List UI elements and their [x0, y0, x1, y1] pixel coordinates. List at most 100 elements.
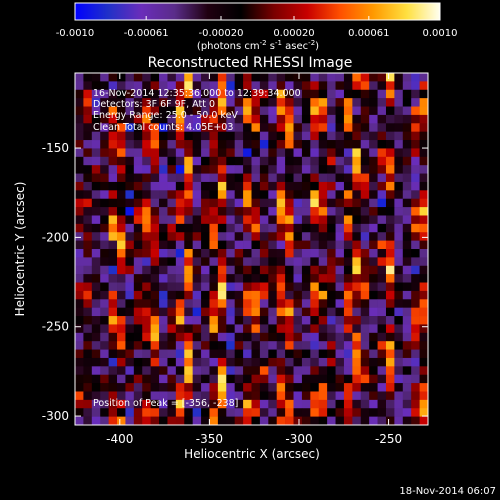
heatmap-cell — [411, 190, 420, 200]
heatmap-cell — [175, 341, 185, 350]
heatmap-cell — [226, 274, 235, 283]
heatmap-cell — [91, 324, 101, 334]
heatmap-cell — [108, 223, 118, 233]
heatmap-cell — [352, 282, 362, 292]
heatmap-cell — [75, 408, 84, 417]
colorbar-tick-label: 0.00061 — [348, 28, 389, 39]
heatmap-cell — [293, 257, 303, 267]
heatmap-cell — [310, 416, 320, 426]
heatmap-cell — [268, 374, 278, 384]
heatmap-cell — [377, 173, 387, 183]
heatmap-cell — [343, 140, 353, 149]
heatmap-cell — [385, 324, 395, 334]
heatmap-cell — [360, 366, 370, 376]
heatmap-cell — [83, 123, 93, 132]
heatmap-cell — [335, 408, 345, 417]
heatmap-cell — [117, 274, 126, 283]
heatmap-cell — [217, 215, 227, 225]
heatmap-cell — [100, 408, 109, 417]
heatmap-cell — [159, 148, 168, 158]
heatmap-cell — [83, 383, 93, 392]
heatmap-cell — [419, 341, 429, 350]
heatmap-cell — [301, 249, 311, 258]
heatmap-cell — [285, 307, 294, 317]
heatmap-cell — [285, 408, 294, 417]
heatmap-cell — [276, 290, 286, 300]
heatmap-cell — [209, 240, 219, 250]
heatmap-cell — [192, 81, 202, 91]
heatmap-cell — [150, 181, 160, 191]
heatmap-cell — [159, 131, 168, 141]
heatmap-cell — [335, 282, 345, 292]
heatmap-cell — [83, 165, 93, 174]
heatmap-cell — [142, 89, 151, 99]
heatmap-cell — [142, 198, 151, 208]
heatmap-cell — [133, 98, 143, 107]
heatmap-cell — [411, 290, 420, 300]
heatmap-cell — [310, 73, 320, 82]
heatmap-cell — [117, 140, 126, 149]
heatmap-cell — [133, 81, 143, 91]
heatmap-cell — [318, 374, 328, 384]
heatmap-cell — [259, 408, 269, 417]
heatmap-cell — [369, 207, 378, 216]
heatmap-cell — [75, 223, 84, 233]
heatmap-cell — [117, 190, 126, 200]
heatmap-cell — [377, 399, 387, 409]
heatmap-cell — [100, 190, 109, 200]
heatmap-cell — [411, 416, 420, 426]
heatmap-cell — [243, 324, 252, 334]
heatmap-cell — [201, 265, 210, 275]
heatmap-cell — [402, 207, 412, 216]
heatmap-cell — [411, 207, 420, 216]
heatmap-cell — [402, 215, 412, 225]
heatmap-cell — [142, 207, 151, 216]
heatmap-cell — [369, 181, 378, 191]
heatmap-cell — [91, 165, 101, 174]
heatmap-cell — [159, 357, 168, 367]
heatmap-cell — [335, 324, 345, 334]
heatmap-cell — [125, 249, 135, 258]
y-axis: -150-200-250-300 — [42, 141, 428, 423]
heatmap-cell — [108, 299, 118, 308]
heatmap-cell — [377, 307, 387, 317]
heatmap-cell — [352, 81, 362, 91]
heatmap-cell — [217, 190, 227, 200]
heatmap-cell — [142, 114, 151, 124]
heatmap-cell — [201, 274, 210, 283]
heatmap-cell — [117, 98, 126, 107]
heatmap-cell — [192, 207, 202, 216]
heatmap-cell — [251, 232, 261, 241]
heatmap-cell — [108, 240, 118, 250]
heatmap-cell — [117, 265, 126, 275]
heatmap-cell — [217, 257, 227, 267]
heatmap-cell — [142, 173, 151, 183]
heatmap-cell — [335, 190, 345, 200]
heatmap-cell — [377, 148, 387, 158]
heatmap-cell — [133, 282, 143, 292]
heatmap-cell — [159, 265, 168, 275]
heatmap-cell — [419, 98, 429, 107]
heatmap-cell — [411, 391, 420, 401]
heatmap-cell — [142, 98, 151, 107]
heatmap-cell — [394, 190, 404, 200]
heatmap-cell — [318, 274, 328, 283]
heatmap-cell — [369, 299, 378, 308]
colorbar-tick-label: -0.0010 — [56, 28, 95, 39]
heatmap-cell — [268, 240, 278, 250]
heatmap-cell — [285, 290, 294, 300]
heatmap-cell — [217, 123, 227, 132]
heatmap-cell — [209, 123, 219, 132]
heatmap-cell — [360, 190, 370, 200]
heatmap-cell — [167, 73, 177, 82]
heatmap-cell — [268, 140, 278, 149]
heatmap-cell — [310, 391, 320, 401]
heatmap-cell — [343, 98, 353, 107]
heatmap-cell — [226, 198, 235, 208]
heatmap-cell — [327, 408, 336, 417]
heatmap-cell — [419, 215, 429, 225]
heatmap-cell — [318, 349, 328, 359]
heatmap-cell — [192, 181, 202, 191]
heatmap-cell — [226, 366, 235, 376]
heatmap-cell — [276, 81, 286, 91]
